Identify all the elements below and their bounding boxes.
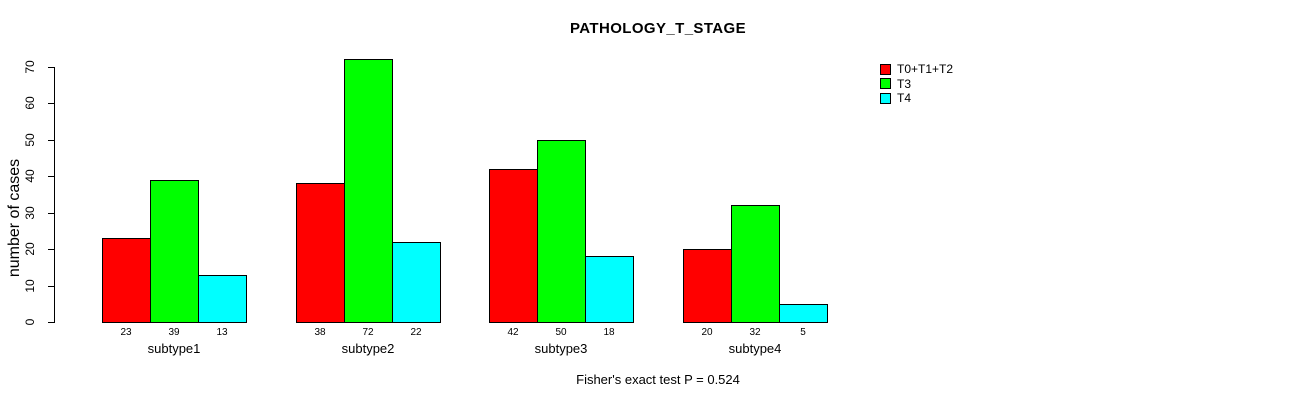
bar-value-label: 20 <box>701 327 713 338</box>
y-axis-tick <box>48 285 54 287</box>
annotation-fisher-test: Fisher's exact test P = 0.524 <box>576 372 740 387</box>
legend-swatch-icon <box>880 78 891 90</box>
legend-swatch-icon <box>880 63 891 75</box>
chart-title: PATHOLOGY_T_STAGE <box>570 20 746 37</box>
y-axis-tick-label: 30 <box>23 205 37 220</box>
bar <box>392 241 441 323</box>
y-axis-tick-label: 40 <box>23 169 37 183</box>
bar <box>731 205 780 323</box>
y-axis-tick <box>48 103 54 104</box>
bar <box>198 274 247 323</box>
legend-label: T3 <box>897 76 912 91</box>
legend-item: T0+T1+T2 <box>880 63 953 75</box>
bar-value-label: 38 <box>314 327 326 338</box>
bar <box>102 238 151 323</box>
bar-value-label: 72 <box>362 327 374 338</box>
legend-item: T4 <box>880 92 911 104</box>
bar-value-label: 39 <box>168 327 180 338</box>
y-axis-line <box>54 66 55 323</box>
y-axis-tick <box>48 139 54 141</box>
bar-value-label: 23 <box>120 327 132 338</box>
bar-value-label: 13 <box>216 327 228 338</box>
y-axis-tick-label: 60 <box>23 96 37 110</box>
bar-value-label: 5 <box>800 327 806 338</box>
bar-value-label: 50 <box>555 327 567 338</box>
bar-value-label: 22 <box>410 327 422 338</box>
bar <box>779 303 828 323</box>
legend-label: T4 <box>897 91 912 106</box>
category-label: subtype2 <box>341 341 395 356</box>
category-label: subtype1 <box>147 341 201 356</box>
y-axis-tick <box>48 176 54 177</box>
legend-label: T0+T1+T2 <box>897 62 954 76</box>
y-axis-tick-label: 50 <box>23 132 37 147</box>
legend-swatch-icon <box>880 92 891 104</box>
category-label: subtype4 <box>728 341 782 356</box>
bar <box>344 59 393 323</box>
y-axis-tick-label: 20 <box>23 242 37 256</box>
y-axis-tick <box>48 322 54 323</box>
bar-value-label: 18 <box>603 327 615 338</box>
y-axis-tick <box>48 249 54 250</box>
bar <box>150 179 199 323</box>
category-label: subtype3 <box>534 341 588 356</box>
y-axis-tick <box>48 212 54 214</box>
bar <box>489 168 538 323</box>
bar <box>296 183 345 323</box>
bar <box>683 249 732 323</box>
y-axis-tick-label: 0 <box>23 318 37 326</box>
bar <box>537 139 586 323</box>
y-axis-label: number of cases <box>6 158 23 278</box>
bar-value-label: 42 <box>507 327 519 338</box>
legend-item: T3 <box>880 78 911 90</box>
y-axis-tick <box>48 66 54 68</box>
bar <box>585 256 634 323</box>
bar-value-label: 32 <box>749 327 761 338</box>
y-axis-tick-label: 10 <box>23 278 37 293</box>
y-axis-tick-label: 70 <box>23 59 37 74</box>
